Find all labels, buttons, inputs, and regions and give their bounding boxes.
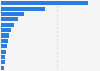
Bar [1,12,24,16]
Bar [1,23,14,27]
Bar [1,55,6,59]
Bar [1,39,8,43]
Bar [1,66,4,70]
Bar [1,34,9,37]
Bar [1,60,5,64]
Bar [1,44,7,48]
Bar [1,7,45,11]
Bar [1,1,88,5]
Bar [1,17,17,21]
Bar [1,50,6,54]
Bar [1,28,11,32]
